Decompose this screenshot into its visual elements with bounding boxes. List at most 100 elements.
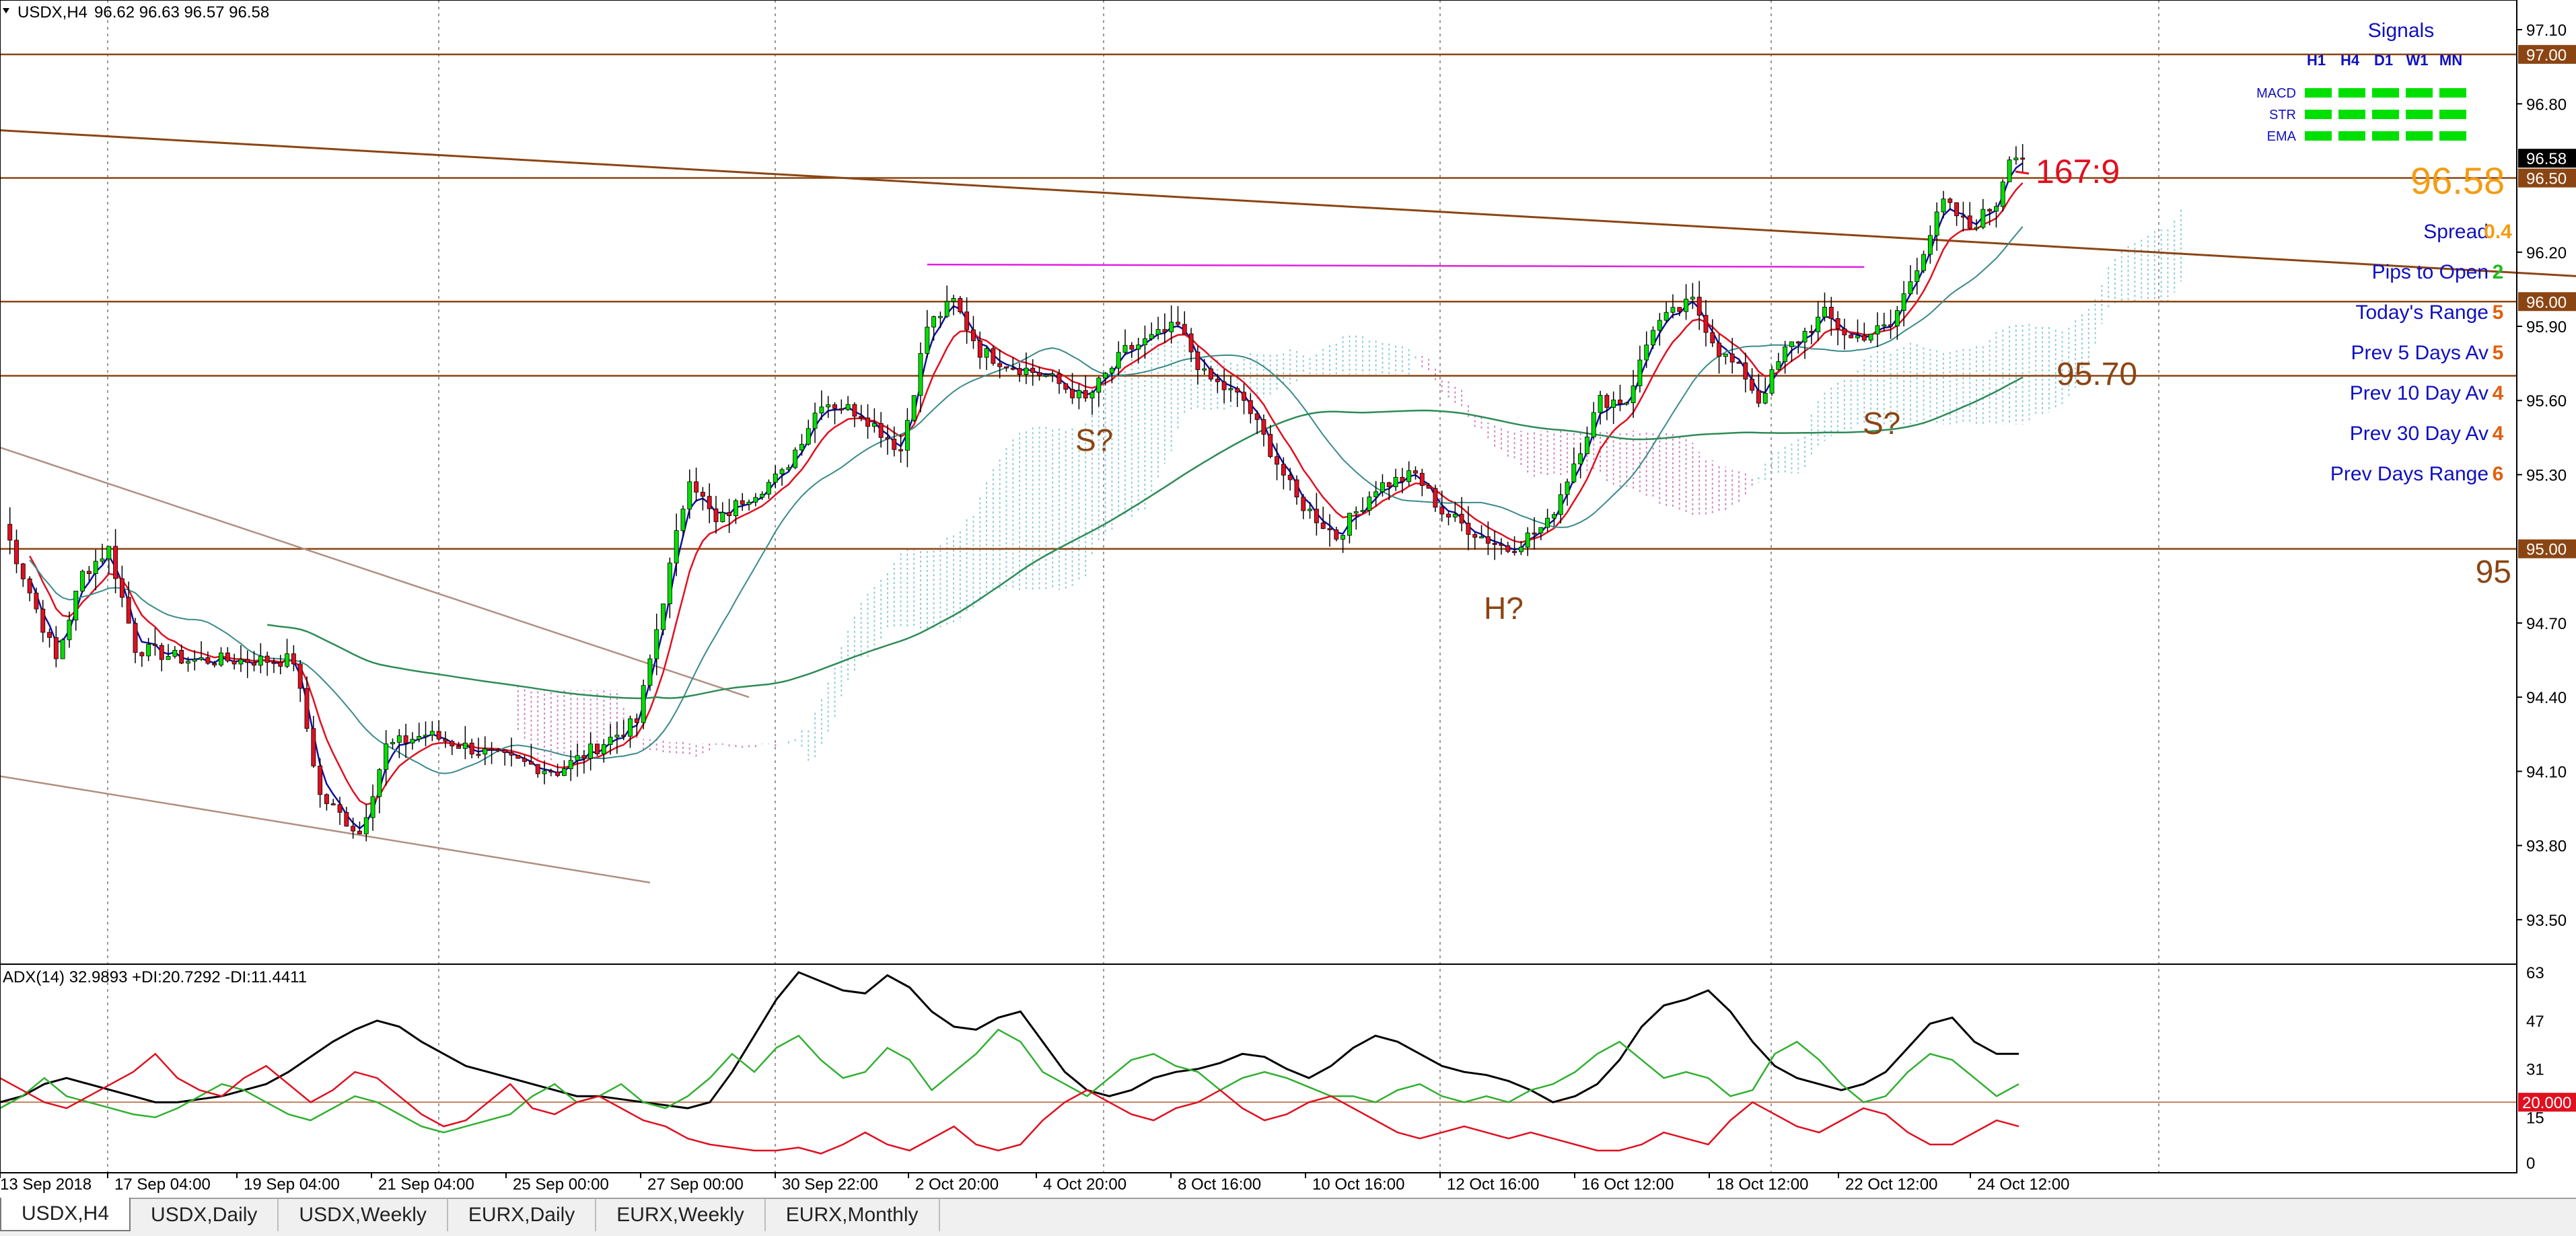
price-chart[interactable]: USDX,H4 96.62 96.63 96.57 96.58 167:9 96…: [0, 0, 2576, 1198]
candle-body: [568, 760, 573, 770]
adx-pane: [0, 971, 2517, 1155]
candle-body: [971, 329, 976, 341]
candle-body: [740, 500, 745, 505]
tab-usdx-h4[interactable]: USDX,H4: [0, 1198, 131, 1231]
candle-body: [1987, 209, 1993, 212]
candle-body: [1070, 389, 1075, 398]
candle-body: [1842, 328, 1847, 336]
price-box-current: [2518, 149, 2576, 168]
candle-body: [727, 512, 732, 516]
big-price-label: 96.58: [2410, 159, 2505, 202]
price-box-label: 96.58: [2526, 150, 2567, 168]
candle-body: [1762, 392, 1768, 404]
candle-body: [285, 653, 290, 667]
candle-body: [1591, 412, 1596, 437]
candle-body: [1558, 494, 1563, 515]
candle-body: [1089, 392, 1095, 399]
candle-body: [423, 735, 428, 737]
candle-body: [2020, 157, 2026, 160]
stat-label: Prev 10 Day Av: [2350, 382, 2489, 404]
adx-level-label: 20.000: [2522, 1094, 2571, 1112]
menu-triangle-icon[interactable]: [3, 8, 9, 13]
candle-body: [1136, 344, 1141, 350]
candle-body: [159, 645, 164, 660]
trendline-2: [0, 446, 750, 698]
candle-body: [786, 467, 791, 470]
signals-title: Signals: [2368, 20, 2434, 42]
candle-body: [357, 830, 362, 834]
tab-usdx-daily[interactable]: USDX,Daily: [131, 1199, 279, 1231]
adx-tick-label: 47: [2526, 1013, 2544, 1031]
candle-body: [595, 743, 600, 754]
candle-body: [1532, 532, 1537, 535]
candle-body: [1433, 488, 1438, 508]
candle-body: [489, 748, 495, 751]
candle-body: [1063, 383, 1069, 390]
candle-body: [1960, 215, 1966, 218]
candle-body: [1043, 375, 1048, 377]
right-shoulder-label: S?: [1863, 406, 1900, 441]
candle-body: [1565, 481, 1570, 495]
signal-cell: [2338, 131, 2365, 141]
candle-body: [166, 655, 171, 660]
price-tick-label: 93.80: [2526, 838, 2567, 856]
candle-body: [1954, 202, 1960, 217]
candle-body: [1703, 315, 1709, 333]
candle-body: [1215, 379, 1220, 382]
candle-body: [641, 685, 646, 723]
candle-body: [918, 353, 923, 396]
candle-body: [133, 622, 138, 653]
candle-body: [1967, 215, 1972, 229]
candle-body: [1083, 390, 1088, 399]
time-tick-label: 19 Sep 04:00: [244, 1175, 340, 1194]
candle-body: [1057, 373, 1062, 384]
candle-body: [1525, 532, 1530, 548]
price-box-line: [2518, 168, 2576, 188]
candle-body: [614, 735, 620, 737]
signal-cell: [2439, 110, 2466, 119]
candle-body: [482, 748, 488, 755]
countdown-marker: [2015, 170, 2030, 175]
candle-body: [694, 481, 699, 493]
tab-eurx-daily[interactable]: EURX,Daily: [448, 1199, 597, 1231]
tab-usdx-weekly[interactable]: USDX,Weekly: [279, 1199, 448, 1231]
candle-body: [1538, 527, 1544, 534]
candle-body: [1103, 373, 1108, 379]
candle-body: [252, 662, 256, 666]
candle-body: [384, 743, 389, 770]
candle-body: [1281, 464, 1286, 476]
candle-body: [1030, 367, 1036, 373]
signal-timeframe: H4: [2340, 52, 2360, 69]
candle-body: [1776, 361, 1781, 370]
signal-timeframe: D1: [2374, 52, 2393, 69]
candle-body: [469, 742, 474, 755]
stat-value: 4: [2493, 382, 2504, 404]
candle-body: [1261, 419, 1266, 435]
tab-eurx-weekly[interactable]: EURX,Weekly: [596, 1199, 766, 1231]
candle-body: [1663, 312, 1669, 321]
candle-body: [40, 608, 46, 633]
candle-body: [1360, 510, 1365, 512]
candle-body: [1116, 352, 1121, 369]
candle-body: [1050, 373, 1055, 376]
candle-body: [1275, 456, 1279, 465]
price-tick-label: 93.50: [2526, 912, 2567, 930]
candle-body: [1941, 198, 1946, 213]
candle-body: [1024, 367, 1029, 375]
candle-body: [1585, 436, 1589, 454]
candle-body: [1202, 368, 1207, 371]
candle-body: [904, 420, 910, 451]
candle-body: [1598, 395, 1603, 413]
candle-body: [344, 811, 349, 827]
candle-body: [1690, 297, 1695, 299]
candle-body: [937, 316, 943, 318]
candle-body: [417, 736, 422, 740]
candle-body: [1485, 536, 1491, 544]
candle-body: [1934, 211, 1939, 236]
candle-body: [1756, 390, 1761, 404]
candle-body: [1604, 395, 1610, 408]
candle-body: [1400, 476, 1405, 482]
tab-eurx-monthly[interactable]: EURX,Monthly: [766, 1199, 940, 1231]
stat-label: Pips to Open: [2372, 261, 2489, 283]
candle-body: [1717, 342, 1722, 357]
